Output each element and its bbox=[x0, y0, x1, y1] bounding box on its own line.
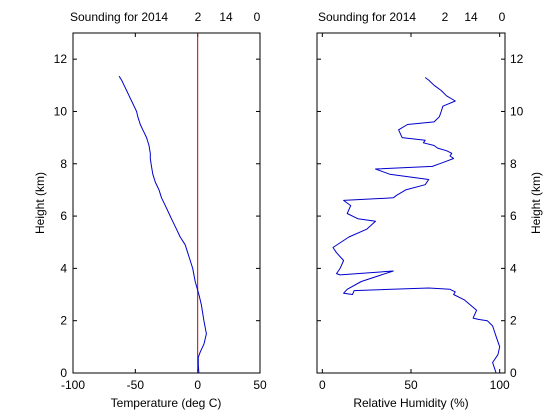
temperature-y-tick-label: 6 bbox=[60, 209, 67, 223]
humidity-title-value-1: 2 bbox=[442, 10, 449, 24]
humidity-y-tick-label: 2 bbox=[510, 314, 517, 328]
temperature-y-tick-label: 12 bbox=[54, 52, 68, 66]
humidity-y-tick-label: 4 bbox=[510, 261, 517, 275]
temperature-y-tick-label: 4 bbox=[60, 261, 67, 275]
humidity-title-value-2: 14 bbox=[464, 10, 478, 24]
humidity-x-tick-label: 0 bbox=[319, 378, 326, 392]
temperature-title-value-2: 14 bbox=[219, 10, 233, 24]
humidity-y-tick-label: 12 bbox=[510, 52, 524, 66]
humidity-title-text: Sounding for 2014 bbox=[318, 10, 416, 24]
humidity-y-axis-label: Height (km) bbox=[529, 172, 543, 234]
temperature-y-tick-label: 10 bbox=[54, 104, 68, 118]
humidity-ticks bbox=[317, 33, 505, 374]
humidity-y-tick-label: 6 bbox=[510, 209, 517, 223]
temperature-y-axis-label: Height (km) bbox=[33, 172, 47, 234]
humidity-plot-frame bbox=[316, 32, 506, 374]
temperature-x-axis-label: Temperature (deg C) bbox=[111, 396, 222, 410]
humidity-y-tick-label: 0 bbox=[510, 366, 517, 380]
temperature-x-tick-label: 50 bbox=[253, 378, 267, 392]
temperature-title-text: Sounding for 2014 bbox=[70, 10, 168, 24]
temperature-x-tick-label: 0 bbox=[194, 378, 201, 392]
humidity-x-tick-label: 100 bbox=[490, 378, 510, 392]
humidity-title-value-3: 0 bbox=[499, 10, 506, 24]
temperature-x-tick-label: -100 bbox=[61, 378, 85, 392]
humidity-y-tick-label: 8 bbox=[510, 157, 517, 171]
temperature-x-tick-label: -50 bbox=[127, 378, 145, 392]
humidity-x-tick-label: 50 bbox=[404, 378, 418, 392]
humidity-y-tick-label: 10 bbox=[510, 104, 524, 118]
temperature-tick-labels: -100 -50 0 50 0 2 4 6 8 10 12 bbox=[54, 52, 267, 392]
temperature-y-tick-label: 2 bbox=[60, 314, 67, 328]
temperature-profile-line bbox=[118, 75, 207, 374]
temperature-marks bbox=[118, 33, 207, 374]
humidity-marks bbox=[332, 77, 501, 374]
humidity-x-axis-label: Relative Humidity (%) bbox=[353, 396, 468, 410]
temperature-plot-frame bbox=[72, 32, 261, 374]
temperature-y-tick-label: 8 bbox=[60, 157, 67, 171]
temperature-y-tick-label: 0 bbox=[60, 366, 67, 380]
humidity-profile-line bbox=[332, 77, 501, 374]
temperature-title-value-1: 2 bbox=[195, 10, 202, 24]
temperature-title-value-3: 0 bbox=[254, 10, 261, 24]
